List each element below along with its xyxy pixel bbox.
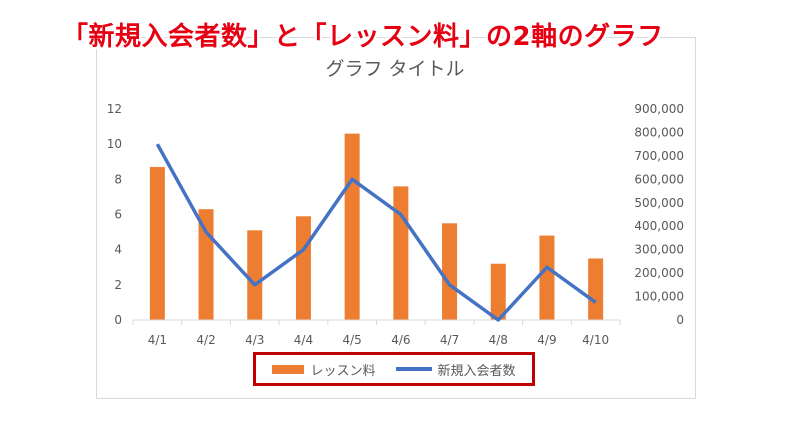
line-series-new-members bbox=[155, 143, 597, 322]
x-tick-label: 4/5 bbox=[342, 333, 361, 347]
y-left-tick-label: 10 bbox=[107, 137, 122, 151]
legend-swatch-bar bbox=[272, 364, 305, 374]
x-tick-label: 4/2 bbox=[196, 333, 215, 347]
y-left-tick-label: 0 bbox=[114, 313, 122, 327]
x-tick-label: 4/9 bbox=[537, 333, 556, 347]
legend-label-bar: レッスン料 bbox=[310, 363, 376, 379]
bar-4/5 bbox=[344, 133, 360, 320]
bar-4/3 bbox=[247, 230, 263, 320]
y-right-tick-label: 600,000 bbox=[634, 172, 684, 186]
x-tick-label: 4/8 bbox=[489, 333, 508, 347]
x-tick-label: 4/3 bbox=[245, 333, 264, 347]
y-right-tick-label: 800,000 bbox=[634, 125, 684, 139]
x-tick-label: 4/7 bbox=[440, 333, 459, 347]
y-left-tick-label: 12 bbox=[107, 102, 122, 116]
bar-4/7 bbox=[442, 223, 458, 320]
legend-swatch-line bbox=[395, 367, 432, 371]
bar-4/9 bbox=[539, 235, 555, 320]
bar-4/4 bbox=[295, 216, 311, 320]
chart-title: グラフ タイトル bbox=[325, 58, 464, 80]
y-right-tick-label: 700,000 bbox=[634, 149, 684, 163]
x-tick-label: 4/4 bbox=[294, 333, 313, 347]
bar-4/1 bbox=[149, 167, 165, 320]
x-tick-label: 4/1 bbox=[148, 333, 167, 347]
bar-4/6 bbox=[393, 186, 409, 320]
y-left-tick-label: 6 bbox=[114, 208, 122, 222]
y-right-tick-label: 500,000 bbox=[634, 196, 684, 210]
y-right-tick-label: 900,000 bbox=[634, 102, 684, 116]
y-right-tick-label: 100,000 bbox=[634, 290, 684, 304]
legend-item-bar: レッスン料 bbox=[272, 360, 376, 379]
y-right-tick-label: 400,000 bbox=[634, 219, 684, 233]
chart-legend: レッスン料 新規入会者数 bbox=[253, 352, 535, 386]
y-left-tick-label: 8 bbox=[114, 172, 122, 186]
bar-4/8 bbox=[490, 263, 506, 320]
y-left-tick-label: 2 bbox=[114, 278, 122, 292]
y-left-tick-label: 4 bbox=[114, 243, 122, 257]
y-right-tick-label: 300,000 bbox=[634, 243, 684, 257]
x-tick-label: 4/6 bbox=[391, 333, 410, 347]
x-tick-label: 4/10 bbox=[582, 333, 609, 347]
y-right-tick-label: 0 bbox=[676, 313, 684, 327]
legend-label-line: 新規入会者数 bbox=[437, 363, 516, 379]
legend-item-line: 新規入会者数 bbox=[395, 360, 516, 379]
headline: 「新規入会者数」と「レッスン料」の2軸のグラフ bbox=[62, 22, 664, 52]
y-right-tick-label: 200,000 bbox=[634, 266, 684, 280]
bar-4/10 bbox=[588, 258, 604, 320]
